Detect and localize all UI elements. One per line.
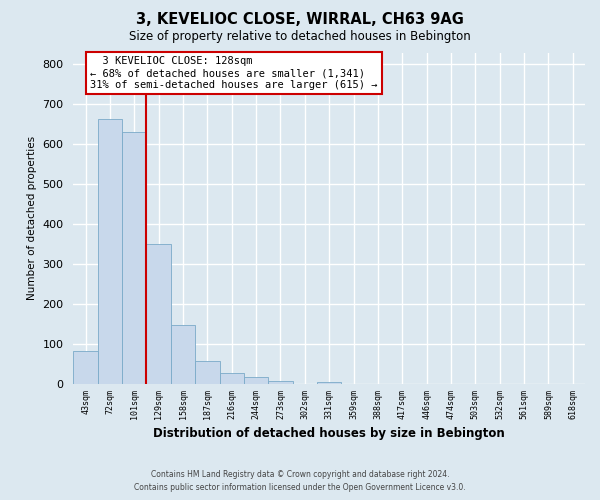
X-axis label: Distribution of detached houses by size in Bebington: Distribution of detached houses by size … — [154, 427, 505, 440]
Text: 3 KEVELIOC CLOSE: 128sqm  
← 68% of detached houses are smaller (1,341)
31% of s: 3 KEVELIOC CLOSE: 128sqm ← 68% of detach… — [91, 56, 378, 90]
Text: Contains HM Land Registry data © Crown copyright and database right 2024.
Contai: Contains HM Land Registry data © Crown c… — [134, 470, 466, 492]
Bar — [98, 119, 122, 384]
Text: 3, KEVELIOC CLOSE, WIRRAL, CH63 9AG: 3, KEVELIOC CLOSE, WIRRAL, CH63 9AG — [136, 12, 464, 28]
Bar — [146, 244, 171, 384]
Y-axis label: Number of detached properties: Number of detached properties — [27, 136, 37, 300]
Bar — [268, 380, 293, 384]
Bar — [171, 324, 195, 384]
Bar — [244, 376, 268, 384]
Bar — [73, 351, 98, 384]
Text: Size of property relative to detached houses in Bebington: Size of property relative to detached ho… — [129, 30, 471, 43]
Bar — [220, 373, 244, 384]
Bar — [195, 361, 220, 384]
Bar — [317, 382, 341, 384]
Bar — [122, 132, 146, 384]
